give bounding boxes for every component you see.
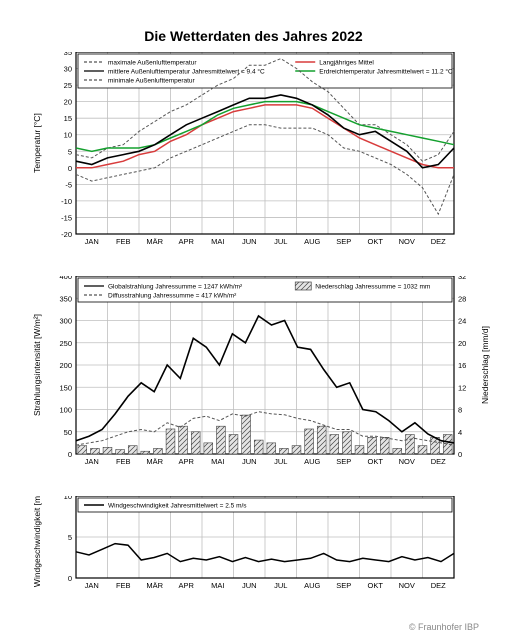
- svg-text:5: 5: [68, 147, 72, 156]
- svg-text:MÄR: MÄR: [146, 581, 163, 590]
- svg-text:JUL: JUL: [274, 581, 287, 590]
- svg-text:5: 5: [68, 533, 72, 542]
- svg-text:250: 250: [59, 339, 72, 348]
- svg-text:AUG: AUG: [304, 237, 320, 246]
- svg-text:JUL: JUL: [274, 237, 287, 246]
- svg-text:Globalstrahlung Jahressumm: Globalstrahlung Jahressumme = 1247 kWh/m…: [108, 284, 243, 291]
- svg-text:30: 30: [64, 65, 72, 74]
- svg-text:300: 300: [59, 317, 72, 326]
- svg-text:Erdreichtemperatur Jahresm: Erdreichtemperatur Jahresmittelwert = 11…: [319, 68, 453, 76]
- svg-text:350: 350: [59, 294, 72, 303]
- svg-text:28: 28: [458, 294, 466, 303]
- svg-text:NOV: NOV: [399, 457, 415, 466]
- svg-text:-5: -5: [65, 180, 72, 189]
- svg-text:DEZ: DEZ: [431, 581, 446, 590]
- svg-text:Windgeschwindigkeit [m/s]: Windgeschwindigkeit [m/s]: [32, 496, 42, 587]
- svg-text:20: 20: [64, 98, 72, 107]
- svg-text:AUG: AUG: [304, 581, 320, 590]
- svg-text:SEP: SEP: [336, 237, 351, 246]
- svg-text:100: 100: [59, 406, 72, 415]
- svg-text:Diffusstrahlung Jahressumm: Diffusstrahlung Jahressumme = 417 kWh/m²: [108, 293, 237, 300]
- svg-text:150: 150: [59, 383, 72, 392]
- svg-text:minimale Außenlufttemperatur: minimale Außenlufttemperatur: [108, 78, 196, 85]
- svg-text:SEP: SEP: [336, 581, 351, 590]
- svg-text:NOV: NOV: [399, 581, 415, 590]
- svg-text:20: 20: [458, 339, 466, 348]
- svg-text:SEP: SEP: [336, 457, 351, 466]
- svg-text:15: 15: [64, 114, 72, 123]
- svg-text:4: 4: [458, 428, 462, 437]
- svg-text:0: 0: [68, 574, 72, 583]
- svg-text:JUN: JUN: [242, 457, 257, 466]
- svg-text:APR: APR: [179, 581, 195, 590]
- svg-text:DEZ: DEZ: [431, 457, 446, 466]
- svg-text:maximale Außenlufttemperatur: maximale Außenlufttemperatur: [108, 60, 197, 67]
- svg-text:Niederschlag [mm/d]: Niederschlag [mm/d]: [480, 326, 490, 404]
- svg-text:JUN: JUN: [242, 237, 257, 246]
- svg-text:MAI: MAI: [211, 457, 224, 466]
- svg-text:-10: -10: [61, 197, 72, 206]
- credit: © Fraunhofer IBP: [409, 622, 479, 632]
- svg-text:MÄR: MÄR: [146, 457, 163, 466]
- svg-text:OKT: OKT: [368, 581, 384, 590]
- svg-text:JAN: JAN: [85, 457, 99, 466]
- svg-text:200: 200: [59, 361, 72, 370]
- svg-text:Niederschlag Jahressumme =: Niederschlag Jahressumme = 1032 mm: [315, 284, 430, 291]
- svg-text:APR: APR: [179, 457, 195, 466]
- svg-text:0: 0: [458, 450, 462, 459]
- svg-text:Temperatur [°C]: Temperatur [°C]: [32, 113, 42, 173]
- svg-text:400: 400: [59, 276, 72, 281]
- chart-wind: 0 5 10 JAN FEB MÄR APR MAI JUN JUL AUG SEP OKT NOV DEZ…: [0, 496, 507, 596]
- svg-text:-20: -20: [61, 230, 72, 239]
- page-title: Die Wetterdaten des Jahres 2022: [0, 0, 507, 52]
- svg-text:OKT: OKT: [368, 237, 384, 246]
- svg-text:12: 12: [458, 383, 466, 392]
- svg-text:-15: -15: [61, 213, 72, 222]
- svg-text:DEZ: DEZ: [431, 237, 446, 246]
- svg-text:NOV: NOV: [399, 237, 415, 246]
- svg-text:32: 32: [458, 276, 466, 281]
- svg-text:Windgeschwindigkeit Jahres: Windgeschwindigkeit Jahresmittelwert = 2…: [108, 503, 247, 510]
- svg-text:MAI: MAI: [211, 237, 224, 246]
- svg-text:MAI: MAI: [211, 581, 224, 590]
- svg-text:MÄR: MÄR: [146, 237, 163, 246]
- svg-text:Langjähriges Mittel: Langjähriges Mittel: [319, 60, 374, 67]
- svg-text:Strahlungsintensität [W/m²]: Strahlungsintensität [W/m²]: [32, 314, 42, 416]
- svg-text:0: 0: [68, 164, 72, 173]
- svg-text:24: 24: [458, 317, 466, 326]
- svg-text:FEB: FEB: [116, 457, 131, 466]
- svg-text:JUN: JUN: [242, 581, 257, 590]
- svg-text:JAN: JAN: [85, 237, 99, 246]
- svg-text:10: 10: [64, 496, 72, 501]
- svg-text:JAN: JAN: [85, 581, 99, 590]
- chart-radiation-precip: 0 50 100 150 200 250 300 350 400 0 4 8 12 16 20 24 28 32 J…: [0, 276, 507, 472]
- svg-text:0: 0: [68, 450, 72, 459]
- svg-text:FEB: FEB: [116, 237, 131, 246]
- svg-text:35: 35: [64, 52, 72, 57]
- svg-text:FEB: FEB: [116, 581, 131, 590]
- svg-text:OKT: OKT: [368, 457, 384, 466]
- svg-text:16: 16: [458, 361, 466, 370]
- svg-text:50: 50: [64, 428, 72, 437]
- svg-text:AUG: AUG: [304, 457, 320, 466]
- chart-temperature: -20 -15 -10 -5 0 5 10 15 20 25 30 35 JAN FEB MÄR APR MAI…: [0, 52, 507, 252]
- page: Die Wetterdaten des Jahres 2022 -20 -15 -1…: [0, 0, 507, 640]
- svg-text:JUL: JUL: [274, 457, 287, 466]
- svg-text:APR: APR: [179, 237, 195, 246]
- svg-text:10: 10: [64, 131, 72, 140]
- svg-text:25: 25: [64, 81, 72, 90]
- svg-text:8: 8: [458, 406, 462, 415]
